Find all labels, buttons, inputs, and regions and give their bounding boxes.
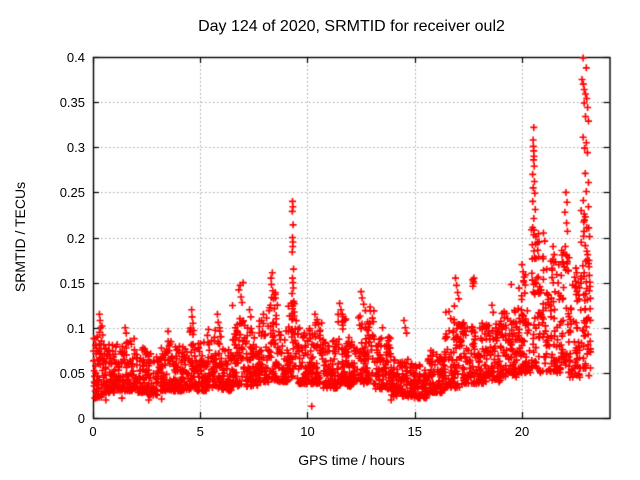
y-tick-label: 0 (77, 411, 85, 426)
y-tick-label: 0.25 (59, 185, 85, 201)
y-tick-label: 0.15 (59, 275, 85, 291)
y-tick-label: 0.35 (59, 95, 85, 111)
y-axis-label-text: SRMTID / TECUs (12, 181, 28, 293)
x-tick-label: 5 (196, 424, 204, 439)
x-tick-label: 20 (514, 424, 530, 439)
y-tick-label: 0.1 (66, 320, 85, 336)
x-tick-label: 0 (89, 424, 97, 439)
chart-title: Day 124 of 2020, SRMTID for receiver oul… (198, 18, 505, 35)
y-tick-label: 0.2 (66, 230, 85, 246)
y-tick-label: 0.4 (66, 50, 85, 65)
x-tick-label: 10 (300, 424, 315, 439)
x-tick-label: 15 (407, 424, 422, 439)
y-tick-label: 0.3 (66, 140, 85, 156)
y-tick-label: 0.05 (59, 365, 85, 381)
x-axis-label: GPS time / hours (298, 452, 405, 468)
